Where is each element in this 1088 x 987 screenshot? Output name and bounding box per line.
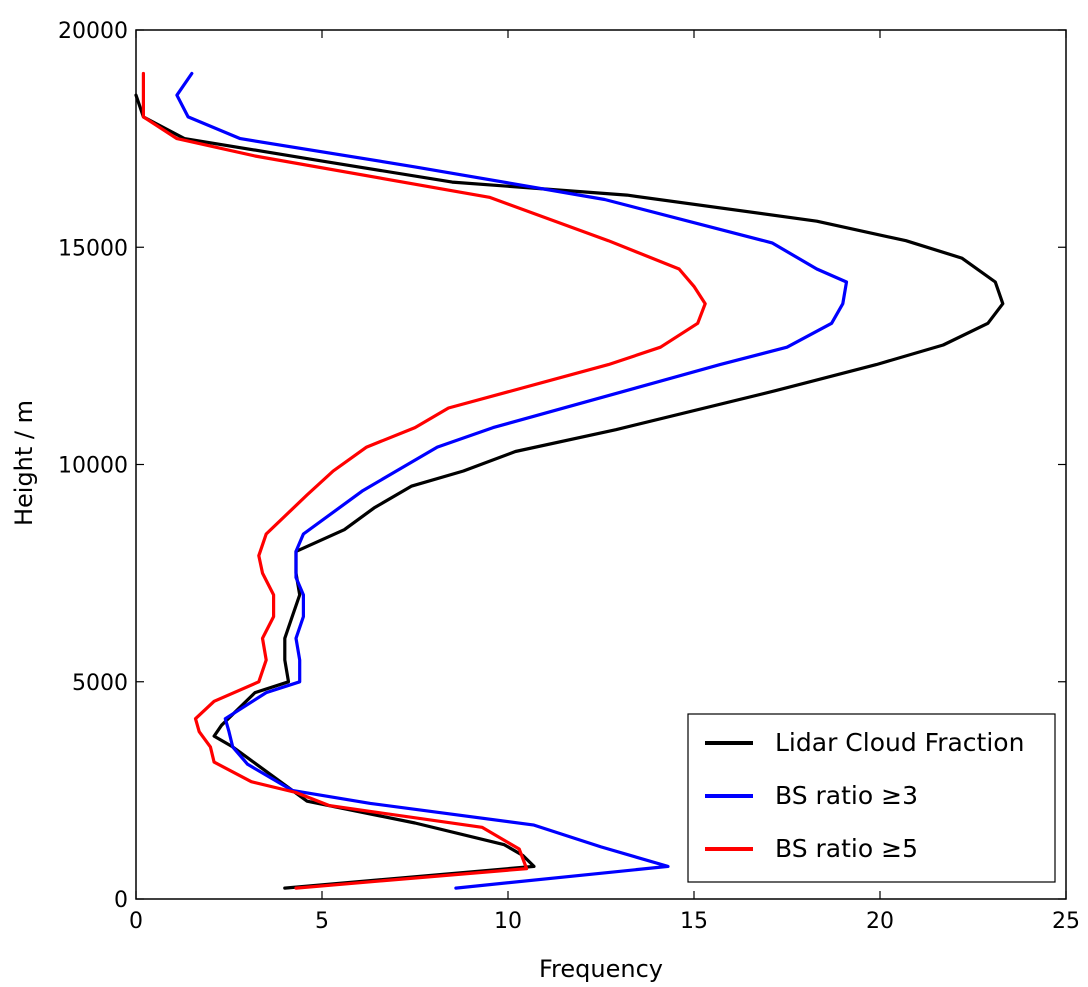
y-axis-ticks: 0 5000 10000 15000 20000 xyxy=(58,19,1066,913)
y-tick-label: 5000 xyxy=(72,671,128,696)
series-lines xyxy=(134,71,1005,890)
x-tick-label: 0 xyxy=(129,909,143,934)
legend-label-lidar-cloud-fraction: Lidar Cloud Fraction xyxy=(775,728,1024,757)
legend: Lidar Cloud Fraction BS ratio ≥3 BS rati… xyxy=(687,713,1056,883)
legend-label-bs-ratio-3: BS ratio ≥3 xyxy=(775,781,918,810)
x-tick-label: 10 xyxy=(494,909,522,934)
x-axis-label: Frequency xyxy=(539,955,663,983)
y-tick-label: 10000 xyxy=(58,454,128,479)
x-tick-label: 20 xyxy=(866,909,894,934)
plot-frame xyxy=(135,29,1067,900)
x-tick-label: 15 xyxy=(680,909,708,934)
y-tick-label: 15000 xyxy=(58,236,128,261)
series-line-bs-ratio-5 xyxy=(141,71,707,890)
y-tick-label: 20000 xyxy=(58,19,128,44)
y-axis-label: Height / m xyxy=(10,400,38,526)
x-tick-label: 25 xyxy=(1052,909,1080,934)
series-line-bs-ratio-3 xyxy=(175,71,849,890)
legend-label-bs-ratio-5: BS ratio ≥5 xyxy=(775,834,918,863)
series-line-lidar-cloud-fraction xyxy=(134,93,1005,890)
y-tick-label: 0 xyxy=(114,888,128,913)
x-tick-label: 5 xyxy=(315,909,329,934)
